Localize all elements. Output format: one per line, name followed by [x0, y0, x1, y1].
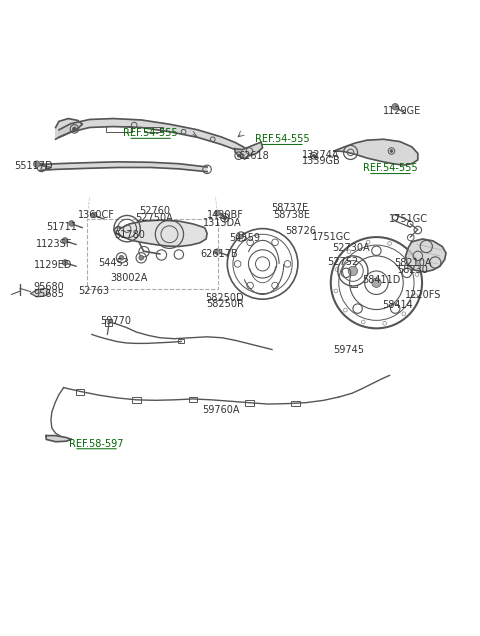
Circle shape — [312, 155, 315, 157]
Text: 59760A: 59760A — [203, 404, 240, 415]
Text: 54453: 54453 — [98, 258, 130, 268]
Text: 1430BF: 1430BF — [206, 211, 243, 221]
Text: 55117D: 55117D — [15, 161, 53, 171]
Text: 58726: 58726 — [286, 226, 317, 236]
Text: 62617B: 62617B — [200, 249, 238, 259]
Text: 52730A: 52730A — [332, 244, 369, 253]
Bar — [245, 400, 253, 406]
Text: 1129ED: 1129ED — [34, 260, 72, 270]
Text: 1751GC: 1751GC — [389, 214, 428, 225]
Text: 1339GB: 1339GB — [301, 156, 340, 167]
Polygon shape — [46, 436, 72, 442]
Text: 1751GC: 1751GC — [312, 232, 351, 242]
Text: 1123SF: 1123SF — [36, 238, 72, 249]
Text: 95680: 95680 — [33, 282, 64, 293]
Bar — [105, 319, 112, 326]
Text: 52760: 52760 — [139, 206, 170, 216]
Text: 52750A: 52750A — [135, 213, 173, 223]
Text: 51780: 51780 — [114, 230, 145, 240]
Text: 58250R: 58250R — [206, 300, 244, 309]
Polygon shape — [59, 118, 245, 155]
Text: 58230: 58230 — [397, 265, 429, 275]
Text: 62618: 62618 — [239, 151, 269, 161]
Circle shape — [215, 249, 220, 254]
Text: 59745: 59745 — [333, 345, 364, 355]
Text: 1313DA: 1313DA — [203, 218, 241, 228]
Circle shape — [62, 238, 68, 243]
Polygon shape — [31, 288, 49, 297]
Text: REF.54-555: REF.54-555 — [363, 163, 418, 174]
Circle shape — [223, 216, 227, 219]
Circle shape — [62, 259, 68, 265]
Text: 13274A: 13274A — [302, 149, 340, 160]
Circle shape — [390, 149, 393, 153]
Polygon shape — [334, 139, 418, 165]
Polygon shape — [114, 220, 207, 247]
Text: REF.54-555: REF.54-555 — [123, 128, 178, 138]
Text: 1129GE: 1129GE — [383, 106, 421, 116]
Circle shape — [139, 256, 144, 260]
Text: 52752: 52752 — [327, 256, 358, 266]
Text: 1360CF: 1360CF — [78, 211, 115, 221]
Circle shape — [91, 212, 97, 218]
Circle shape — [72, 127, 76, 131]
Bar — [291, 401, 300, 406]
Circle shape — [69, 221, 74, 226]
Bar — [87, 219, 218, 289]
Bar — [76, 389, 84, 395]
Circle shape — [34, 161, 40, 167]
Text: 38002A: 38002A — [111, 273, 148, 283]
Text: 52763: 52763 — [78, 286, 109, 296]
Text: 58737E: 58737E — [271, 204, 308, 214]
Text: 54559: 54559 — [229, 233, 260, 243]
Circle shape — [392, 104, 398, 110]
Polygon shape — [234, 142, 263, 159]
Circle shape — [348, 266, 358, 275]
Text: 58210A: 58210A — [395, 258, 432, 268]
Bar — [106, 126, 132, 132]
Polygon shape — [40, 162, 207, 172]
Text: 58738E: 58738E — [273, 210, 310, 220]
Polygon shape — [406, 239, 446, 272]
Text: 1220FS: 1220FS — [405, 291, 442, 300]
Circle shape — [237, 155, 240, 157]
Text: REF.54-555: REF.54-555 — [255, 134, 310, 144]
Circle shape — [372, 278, 381, 287]
Bar — [144, 127, 163, 132]
Text: 59770: 59770 — [100, 316, 131, 326]
Circle shape — [119, 256, 124, 260]
Text: REF.58-597: REF.58-597 — [69, 439, 124, 448]
Text: 58414: 58414 — [382, 300, 413, 310]
Circle shape — [239, 234, 243, 239]
Bar — [178, 339, 184, 343]
Text: 58250D: 58250D — [205, 293, 244, 303]
Circle shape — [215, 211, 220, 216]
Text: 58411D: 58411D — [362, 275, 400, 286]
Polygon shape — [56, 118, 83, 139]
Bar — [132, 398, 141, 403]
Bar — [189, 397, 197, 402]
Text: 51711: 51711 — [46, 222, 77, 232]
Text: 95685: 95685 — [33, 289, 64, 299]
